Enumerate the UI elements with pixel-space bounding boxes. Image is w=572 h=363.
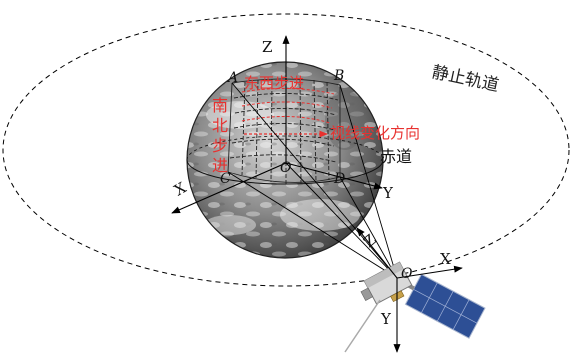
corner-d-label: D [333,171,345,187]
equator-label: 赤道 [380,147,412,166]
earth-z-label: Z [262,38,272,56]
sat-x-label: X [440,250,451,268]
scan-grid [227,77,341,185]
ns-step-char-3: 步 [212,136,228,155]
earth-y-label: Y [382,184,394,202]
los-change-label: 视线变化方向 [330,124,420,142]
sat-z-label: Z [360,231,380,251]
earth-y-axis [285,162,383,190]
orbit-label: 静止轨道 [430,62,501,96]
antenna-boom [344,299,381,353]
equator-front [186,159,384,185]
earth-x-label: X [171,178,190,199]
sat-y-label: Y [380,310,392,328]
corner-c-label: C [220,171,231,187]
geostationary-orbit [2,13,570,287]
corner-b-label: B [333,68,344,84]
satellite-body [360,261,413,305]
ns-step-char-2: 北 [212,116,228,135]
corner-a-label: A [226,70,238,86]
sat-origin-label: O [401,266,413,282]
sat-x-axis [396,265,463,279]
earth-origin-label: O [280,160,292,176]
sight-lines [227,82,398,279]
sat-z-axis [356,227,398,279]
satellite [344,261,486,353]
earth-x-axis [171,162,287,214]
ns-step-char-4: 进 [212,156,228,175]
ns-step-char-1: 南 [212,96,228,115]
scan-lines-red [241,87,335,124]
equator-back [186,135,384,161]
ew-step-label: 东西步进 [244,74,304,92]
